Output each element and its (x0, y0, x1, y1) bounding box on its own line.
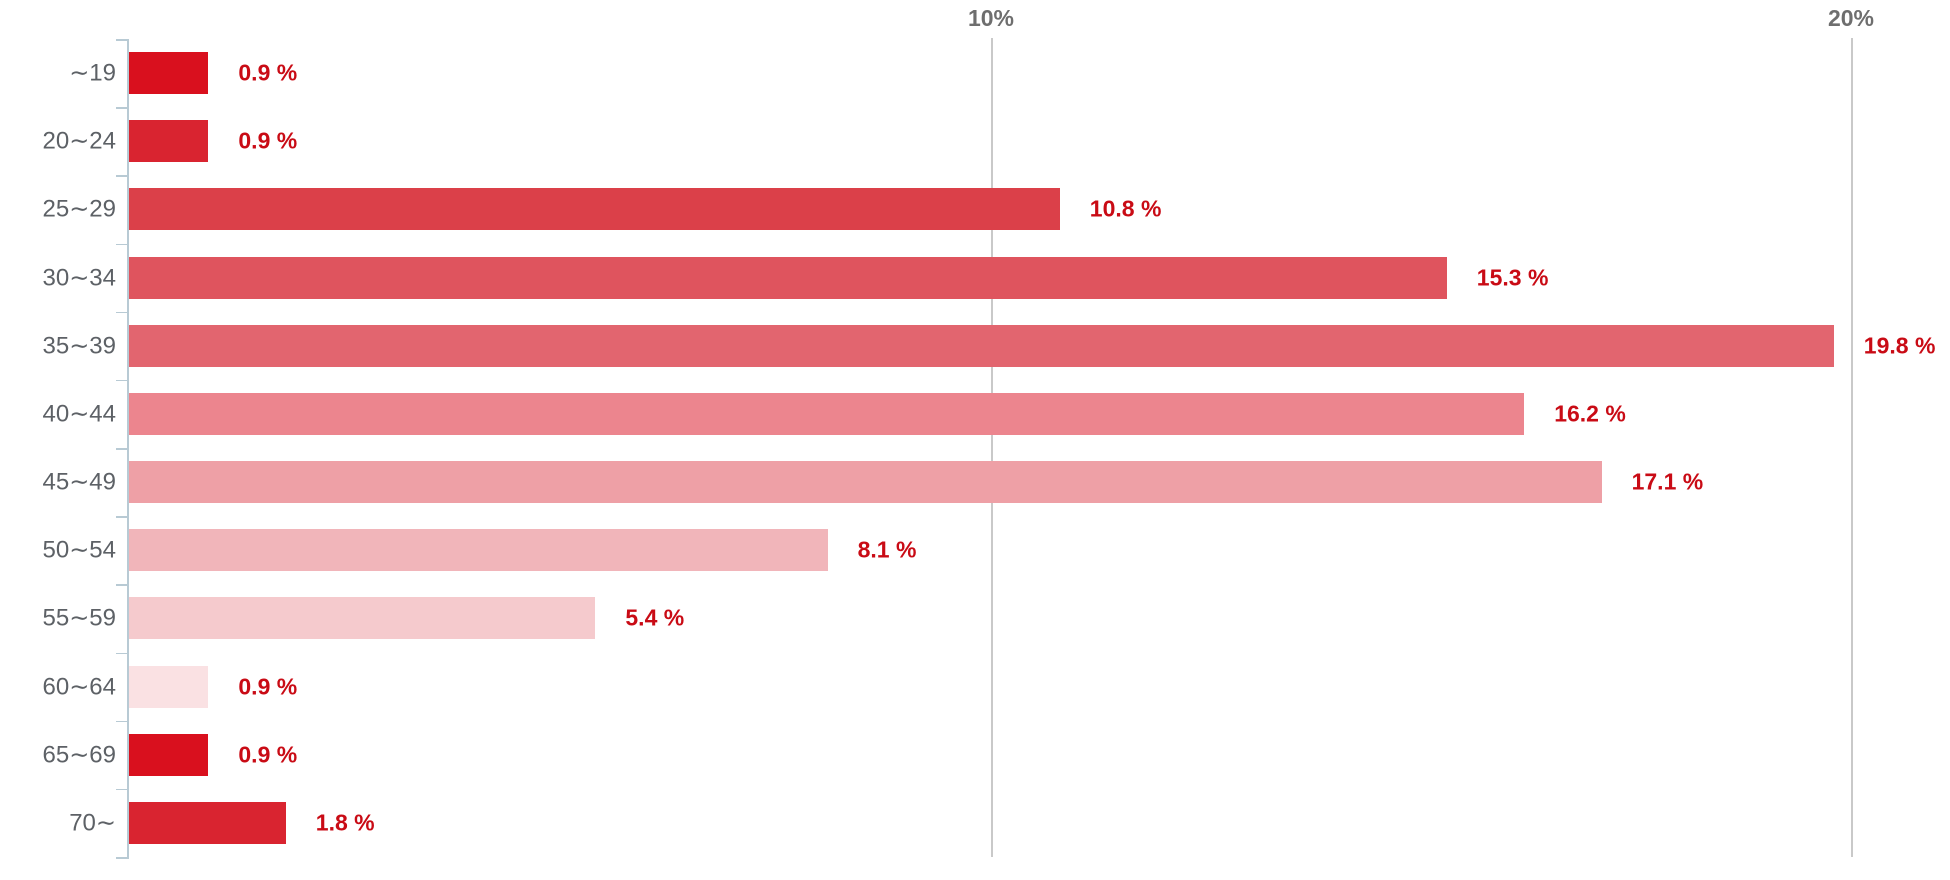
category-label: 45∼49 (42, 468, 117, 496)
bar (129, 120, 209, 163)
bar (129, 392, 1525, 435)
y-axis-tick (116, 516, 128, 518)
value-label: 10.8 % (1089, 195, 1162, 222)
value-label: 15.3 % (1476, 264, 1549, 291)
bar (129, 52, 209, 95)
category-label: ∼19 (69, 59, 116, 87)
bar (129, 597, 596, 640)
category-label: 65∼69 (42, 741, 117, 769)
value-label: 0.9 % (238, 741, 298, 768)
category-label: 30∼34 (42, 264, 117, 292)
bar (129, 324, 1834, 367)
gridline-10pct (991, 38, 993, 857)
category-label: 60∼64 (42, 673, 117, 701)
value-label: 0.9 % (238, 673, 298, 700)
y-axis-tick (116, 175, 128, 177)
bar (129, 665, 209, 708)
y-axis-tick (116, 107, 128, 109)
category-label: 35∼39 (42, 332, 117, 360)
x-tick-label-10pct: 10% (967, 5, 1015, 31)
value-label: 16.2 % (1554, 400, 1626, 427)
y-axis-tick (116, 584, 128, 586)
x-tick-label-20pct: 20% (1827, 5, 1875, 31)
category-label: 55∼59 (42, 604, 117, 632)
y-axis-tick (116, 448, 128, 450)
y-axis-tick (116, 39, 128, 41)
value-label: 0.9 % (238, 59, 298, 86)
value-label: 0.9 % (238, 127, 298, 154)
value-label: 1.8 % (315, 809, 375, 836)
y-axis-tick (116, 788, 128, 791)
y-axis-tick (116, 720, 128, 723)
gridline-20pct (1851, 38, 1853, 857)
value-label: 8.1 % (857, 536, 917, 563)
y-axis-tick (116, 379, 128, 382)
bar (129, 461, 1602, 504)
category-label: 40∼44 (42, 400, 117, 428)
category-label: 70∼ (69, 809, 116, 837)
value-label: 17.1 % (1631, 468, 1704, 495)
y-axis-tick (116, 311, 128, 314)
bar (129, 733, 209, 776)
bar (129, 801, 286, 844)
bar (129, 256, 1447, 299)
bar (129, 529, 828, 572)
y-axis-tick (116, 857, 128, 859)
category-label: 25∼29 (42, 195, 117, 223)
y-axis-tick (116, 243, 128, 245)
category-label: 50∼54 (42, 536, 117, 564)
value-label: 5.4 % (625, 604, 685, 631)
value-label: 19.8 % (1863, 332, 1936, 359)
category-label: 20∼24 (42, 127, 117, 155)
bar (129, 188, 1060, 231)
y-axis-tick (116, 652, 128, 654)
